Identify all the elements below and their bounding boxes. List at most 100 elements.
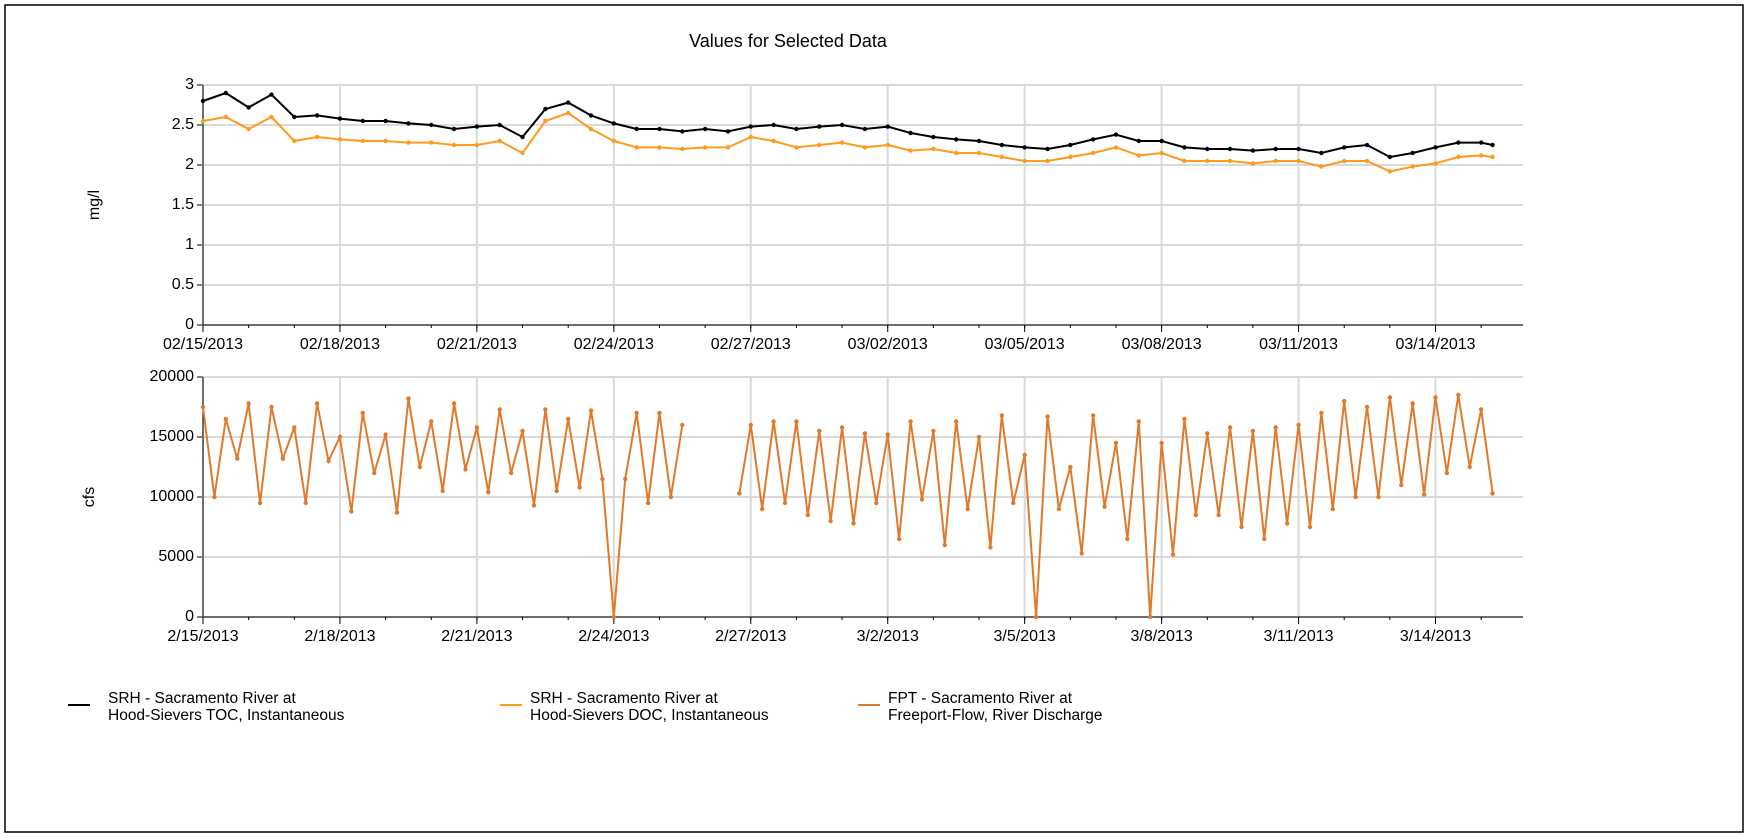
data-point [326,458,331,464]
data-point [1159,138,1164,144]
data-point [1490,142,1495,148]
data-point [1068,154,1073,160]
data-point [771,419,776,424]
data-point [1364,404,1370,410]
data-point [1068,142,1073,148]
data-point [1456,154,1461,160]
data-point [1079,551,1084,556]
data-point [1319,410,1324,416]
data-point [406,121,411,126]
data-point [1467,464,1472,470]
data-point [1205,146,1210,152]
data-point [634,410,639,416]
data-point [862,126,868,132]
x-tick-label: 03/08/2013 [1122,336,1202,353]
data-point [349,509,354,514]
data-point [565,100,571,105]
x-tick-label: 2/27/2013 [715,628,786,645]
data-point [988,545,993,550]
data-point [246,401,251,406]
data-point [702,145,708,150]
data-point [839,425,845,430]
data-point [817,142,822,148]
data-point [360,118,365,124]
legend-entry: SRH - Sacramento River at Hood-Sievers D… [530,690,769,724]
data-point [520,428,525,434]
data-point [565,416,571,422]
data-point [657,126,662,132]
data-point [223,90,229,96]
data-point [862,431,868,436]
data-point [1319,164,1324,169]
data-point [965,506,970,512]
data-point [474,425,480,430]
data-point [1148,614,1153,620]
legend-entry: SRH - Sacramento River at Hood-Sievers T… [108,690,345,724]
data-point [246,126,251,132]
data-point [817,124,822,129]
data-point [200,404,206,410]
data-point [451,126,457,132]
data-point [1227,425,1233,430]
data-point [1330,506,1335,512]
data-point [1022,158,1027,164]
data-point [1478,407,1484,412]
data-point [543,118,548,124]
data-point [1056,506,1062,512]
data-point [1136,153,1141,158]
data-point [1364,142,1370,148]
data-point [1182,416,1187,422]
data-point [782,500,788,506]
y-axis-label: mg/l [86,190,103,220]
x-tick-label: 02/18/2013 [300,336,380,353]
data-point [771,122,776,128]
data-point [919,497,925,502]
data-point [565,110,571,116]
data-point [1353,494,1358,500]
data-point [908,148,913,153]
data-point [931,428,936,434]
x-tick-label: 3/5/2013 [994,628,1056,645]
y-tick-label: 3 [185,76,194,93]
x-tick-label: 03/11/2013 [1259,336,1338,353]
data-point [235,456,240,461]
data-point [1227,158,1233,164]
data-point [976,150,982,156]
data-point [383,432,388,437]
data-point [474,124,480,129]
data-point [657,145,662,150]
data-point [1410,150,1415,156]
data-point [953,150,959,156]
data-point [1011,500,1016,506]
data-point [212,494,217,500]
data-point [1307,524,1313,530]
data-point [1102,504,1107,509]
data-point [885,432,890,437]
data-point [520,150,525,156]
data-point [896,536,902,542]
data-point [634,145,639,150]
y-tick-label: 2 [185,156,194,173]
data-point [292,425,297,430]
data-point [429,419,434,424]
data-point [623,476,628,482]
data-point [588,408,594,413]
data-point [645,500,651,506]
data-point [1250,161,1256,166]
x-tick-label: 3/8/2013 [1130,628,1192,645]
data-point [976,434,982,440]
data-point [486,490,491,495]
x-tick-label: 2/15/2013 [167,628,238,645]
data-point [1387,169,1393,174]
data-point [1273,425,1278,430]
data-point [805,512,811,518]
data-point [1136,419,1141,424]
data-point [1033,614,1039,620]
data-point [1342,145,1347,150]
data-point [668,494,674,500]
data-point [1045,414,1050,419]
data-point [383,138,388,144]
data-point [577,485,582,490]
